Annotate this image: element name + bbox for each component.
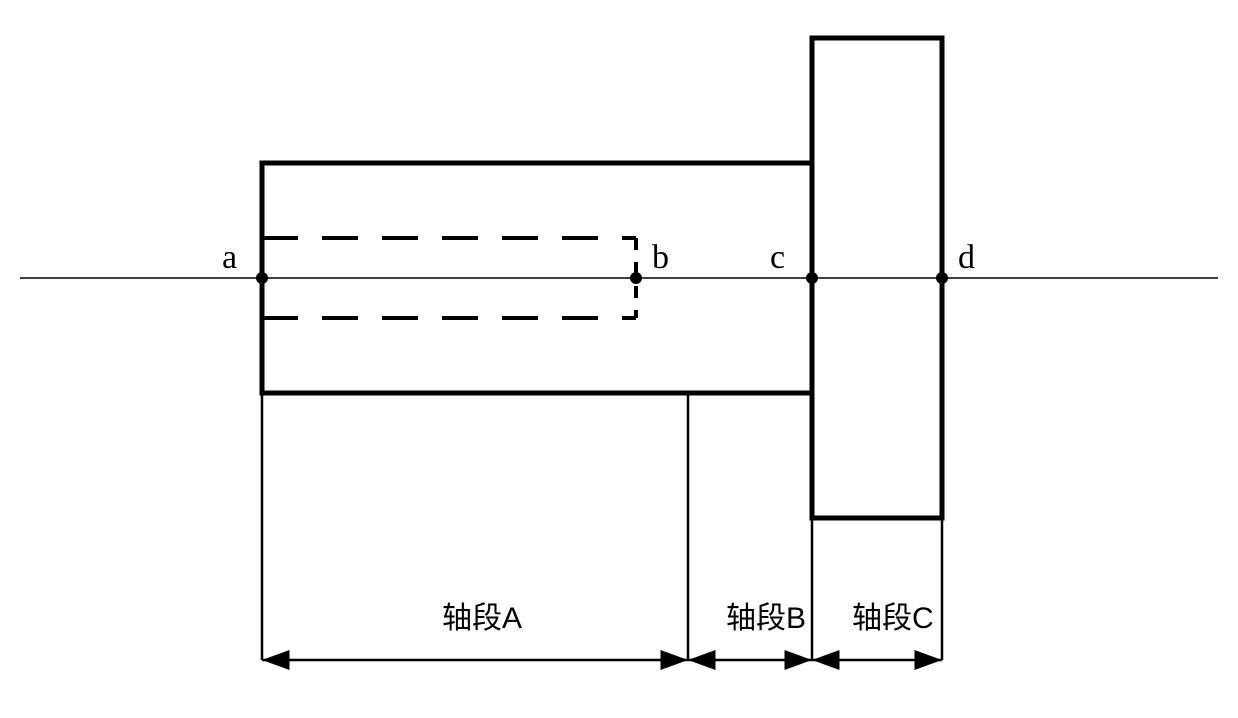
- shaft-section-diagram: a b c d 轴段A 轴段B 轴段C: [0, 0, 1238, 718]
- point-c: [806, 272, 818, 284]
- segment-label-C: 轴段C: [852, 602, 934, 635]
- segment-label-B: 轴段B: [726, 602, 806, 635]
- point-label-d: d: [958, 239, 975, 276]
- point-label-a: a: [222, 239, 237, 276]
- segment-label-A: 轴段A: [442, 602, 522, 635]
- point-b: [630, 272, 642, 284]
- point-label-b: b: [652, 239, 669, 276]
- point-d: [936, 272, 948, 284]
- point-label-c: c: [770, 239, 785, 276]
- point-a: [256, 272, 268, 284]
